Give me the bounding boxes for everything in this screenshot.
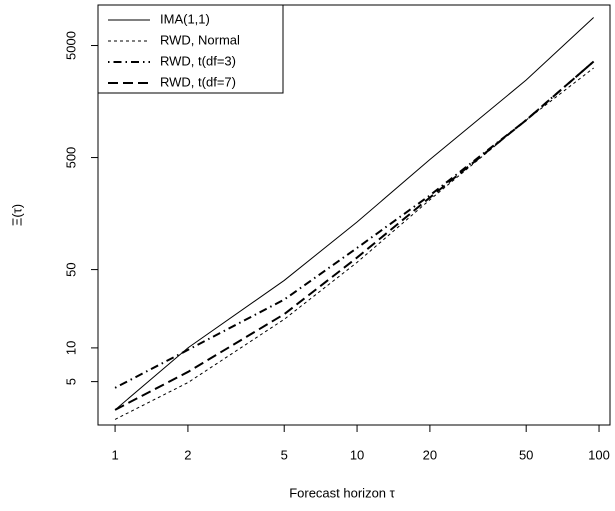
- y-tick-label: 10: [63, 341, 78, 355]
- x-axis-label: Forecast horizon τ: [289, 485, 395, 500]
- series-line: [114, 60, 595, 411]
- y-tick-label: 50: [63, 262, 78, 276]
- series-line: [114, 60, 595, 389]
- x-tick-label: 5: [281, 447, 288, 462]
- series-line: [114, 67, 594, 420]
- legend-box: [97, 4, 284, 94]
- x-tick-label: 50: [519, 447, 533, 462]
- y-tick-label: 500: [63, 147, 78, 169]
- legend-label: RWD, t(df=7): [160, 74, 236, 89]
- x-tick-label: 2: [184, 447, 191, 462]
- x-tick-label: 20: [423, 447, 437, 462]
- x-tick-label: 1: [111, 447, 118, 462]
- legend-label: RWD, t(df=3): [160, 53, 236, 68]
- series-line: [114, 17, 594, 411]
- y-tick-label: 5000: [63, 31, 78, 60]
- legend-label: RWD, Normal: [160, 32, 240, 47]
- x-tick-label: 10: [350, 447, 364, 462]
- y-axis-label: Ξ(τ): [9, 204, 24, 226]
- x-tick-label: 100: [588, 447, 610, 462]
- legend-label: IMA(1,1): [160, 11, 210, 26]
- y-tick-label: 5: [63, 378, 78, 385]
